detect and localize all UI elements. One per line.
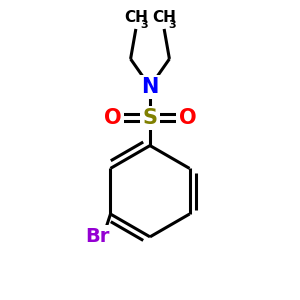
- Text: O: O: [104, 108, 122, 127]
- Text: S: S: [142, 108, 158, 127]
- Text: N: N: [141, 77, 159, 97]
- Text: CH: CH: [152, 11, 176, 26]
- Text: CH: CH: [124, 11, 148, 26]
- Text: 3: 3: [169, 20, 176, 30]
- Text: Br: Br: [85, 226, 110, 246]
- Text: O: O: [178, 108, 196, 127]
- Text: 3: 3: [140, 20, 148, 30]
